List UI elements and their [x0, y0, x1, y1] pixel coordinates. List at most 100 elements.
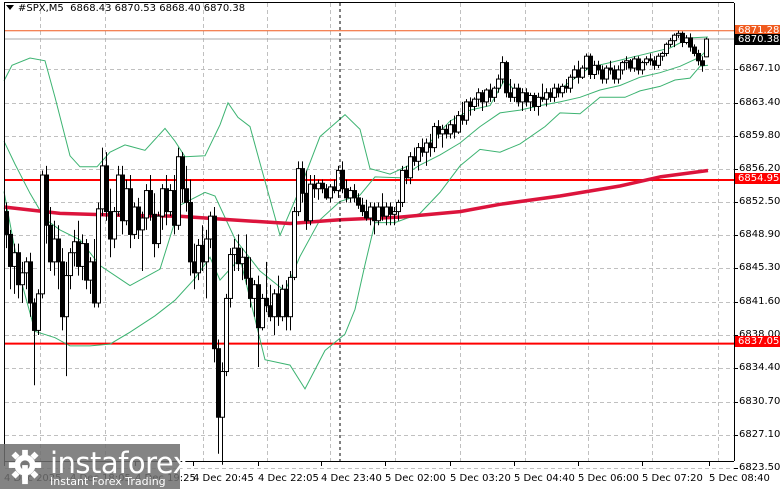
candle: [656, 55, 661, 66]
candle: [544, 92, 549, 100]
candle: [300, 168, 305, 194]
candle: [684, 37, 689, 43]
candle: [212, 215, 217, 350]
time-tick-label: 4 Dec 22:05: [258, 473, 319, 484]
candle: [76, 241, 81, 267]
candle: [536, 96, 541, 107]
candle: [276, 293, 281, 318]
bollinger-lower-line: [3, 64, 709, 390]
candle: [208, 215, 213, 240]
candle: [84, 243, 89, 281]
price-tick-label: 6827.10: [739, 429, 781, 440]
candle: [644, 58, 649, 64]
instaforex-watermark: instaforex Instant Forex Trading: [0, 444, 190, 489]
candle: [600, 69, 605, 80]
candle: [384, 206, 389, 217]
candle: [180, 156, 185, 190]
candle: [524, 92, 529, 103]
price-tick-label: 6834.40: [739, 362, 781, 373]
candle: [572, 69, 577, 78]
candle: [444, 128, 449, 135]
price-tick-label: 6852.50: [739, 196, 781, 207]
candle: [32, 302, 37, 331]
candle: [432, 126, 437, 149]
price-tick-label: 6841.60: [739, 296, 781, 307]
candle: [232, 247, 237, 256]
candle: [356, 197, 361, 206]
candle: [12, 252, 17, 267]
candle: [564, 85, 569, 89]
candle: [496, 78, 501, 89]
candle: [632, 58, 637, 69]
candle: [188, 201, 193, 263]
candle: [472, 98, 477, 107]
price-axis-ticks: [734, 69, 738, 469]
candle: [364, 211, 369, 219]
candle: [100, 165, 105, 210]
candle: [324, 188, 329, 199]
candle: [368, 206, 373, 219]
candle: [72, 241, 77, 254]
time-tick-label: 5 Dec 02:00: [385, 473, 446, 484]
candle: [120, 174, 125, 222]
price-tick-label: 6848.90: [739, 229, 781, 240]
candle: [584, 55, 589, 69]
candle: [512, 87, 517, 98]
candle: [672, 34, 677, 42]
time-tick-label: 5 Dec 08:40: [709, 473, 770, 484]
candle: [552, 87, 557, 98]
candle: [192, 261, 197, 274]
candle: [464, 101, 469, 121]
candle: [428, 142, 433, 149]
candle: [460, 115, 465, 121]
candle: [688, 37, 693, 48]
candle: [296, 168, 301, 213]
candle: [488, 89, 493, 98]
candle: [424, 142, 429, 153]
price-tick-label: 6863.40: [739, 97, 781, 108]
candle: [316, 182, 321, 190]
candle: [476, 92, 481, 100]
candle: [140, 217, 145, 231]
candle: [420, 147, 425, 153]
candle: [124, 188, 129, 222]
watermark-tagline: Instant Forex Trading: [50, 475, 166, 488]
price-tick-label: 6845.30: [739, 262, 781, 273]
candle: [156, 215, 161, 245]
candle: [264, 297, 269, 307]
candle: [112, 211, 117, 240]
candle: [436, 126, 441, 135]
candle: [696, 52, 701, 62]
candle: [132, 206, 137, 235]
candle: [520, 92, 525, 103]
time-tick-label: 4 Dec 23:40: [321, 473, 382, 484]
instaforex-gear-logo-icon: [8, 449, 42, 485]
candle: [448, 124, 453, 135]
time-tick-label: 5 Dec 03:20: [450, 473, 511, 484]
candle: [452, 124, 457, 133]
candle: [404, 169, 409, 179]
candle: [456, 115, 461, 133]
candle: [556, 87, 561, 94]
support-level-tag: 6837.05: [735, 336, 780, 347]
candle: [396, 201, 401, 213]
candle: [592, 64, 597, 75]
candle: [624, 60, 629, 64]
candle: [348, 190, 353, 199]
chart-grid: [5, 3, 734, 469]
candle: [280, 288, 285, 318]
candle: [268, 305, 273, 318]
candle: [588, 55, 593, 75]
candle: [380, 206, 385, 217]
collapse-triangle-icon[interactable]: [6, 5, 14, 10]
candle: [200, 244, 205, 263]
candle: [484, 89, 489, 103]
candle: [504, 62, 509, 94]
candle: [608, 67, 613, 71]
candle: [148, 190, 153, 215]
candle: [56, 238, 61, 263]
candle: [144, 190, 149, 219]
candle: [224, 297, 229, 373]
candle: [652, 60, 657, 66]
